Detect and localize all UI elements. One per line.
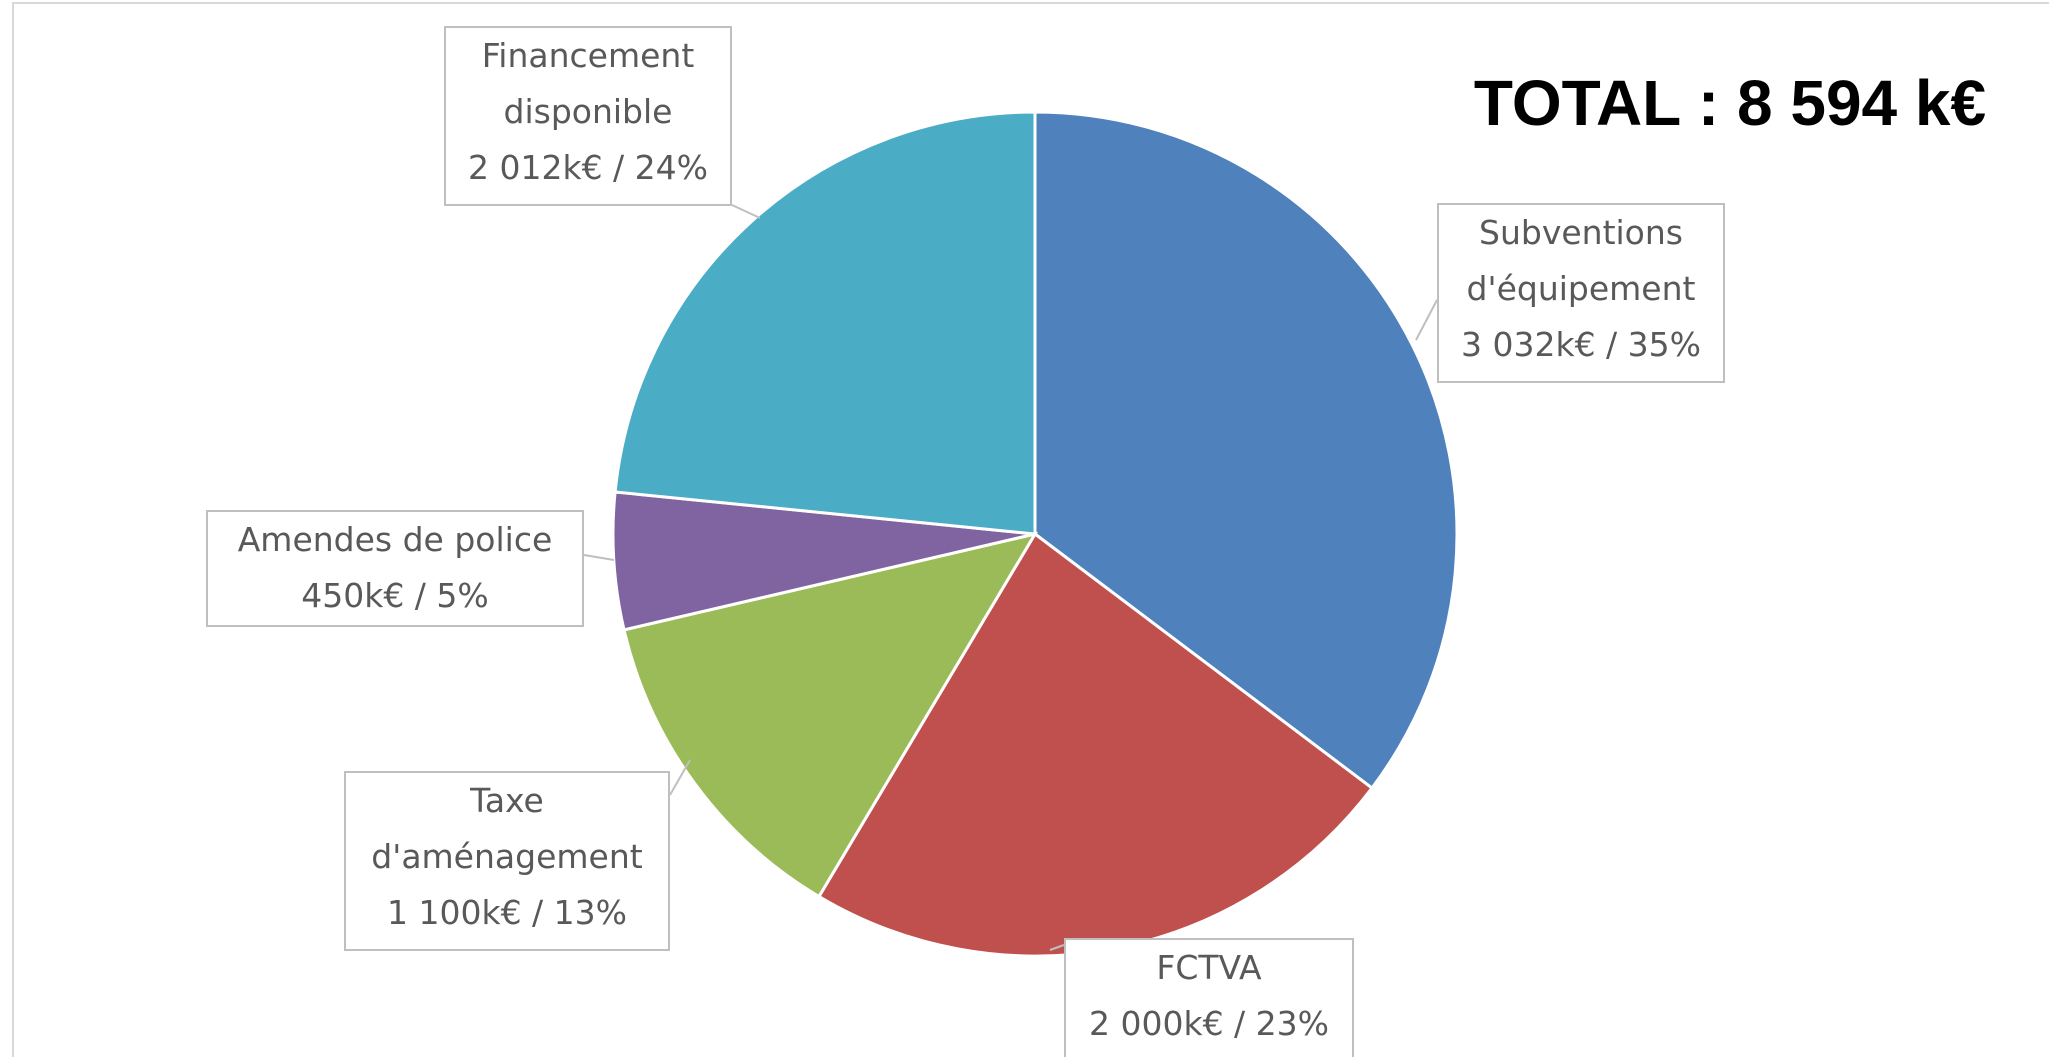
value-label: 2 012k€ / 24% <box>467 148 709 187</box>
data-label: Subventions d'équipement 3 032k€ / 35% <box>1437 203 1725 383</box>
category-label: Financement disponible <box>481 36 695 131</box>
leader-line <box>731 204 761 219</box>
leader-line <box>669 759 691 796</box>
chart-title: TOTAL : 8 594 k€ <box>1473 67 1987 139</box>
pie-slice <box>611 490 1036 632</box>
pie-slice <box>622 531 1039 899</box>
data-label: Financement disponible 2 012k€ / 24% <box>444 26 732 206</box>
value-label: 3 032k€ / 35% <box>1460 325 1702 364</box>
leader-line <box>1415 299 1438 341</box>
leader-line <box>1049 944 1065 951</box>
value-label: 450k€ / 5% <box>301 576 489 615</box>
category-label: Subventions d'équipement <box>1466 213 1696 308</box>
leader-line <box>583 554 615 561</box>
chart-frame <box>12 2 2049 1057</box>
category-label: Taxe d'aménagement <box>371 781 643 876</box>
value-label: 2 000k€ / 23% <box>1088 1004 1330 1043</box>
value-label: 1 100k€ / 13% <box>386 893 628 932</box>
category-label: FCTVA <box>1156 948 1262 987</box>
category-label: Amendes de police <box>237 520 553 559</box>
data-label: FCTVA 2 000k€ / 23% <box>1064 938 1354 1057</box>
pie-slice <box>613 110 1037 536</box>
data-label: Amendes de police 450k€ / 5% <box>206 510 584 627</box>
pie-slice <box>1033 110 1459 791</box>
data-label: Taxe d'aménagement 1 100k€ / 13% <box>344 771 670 951</box>
